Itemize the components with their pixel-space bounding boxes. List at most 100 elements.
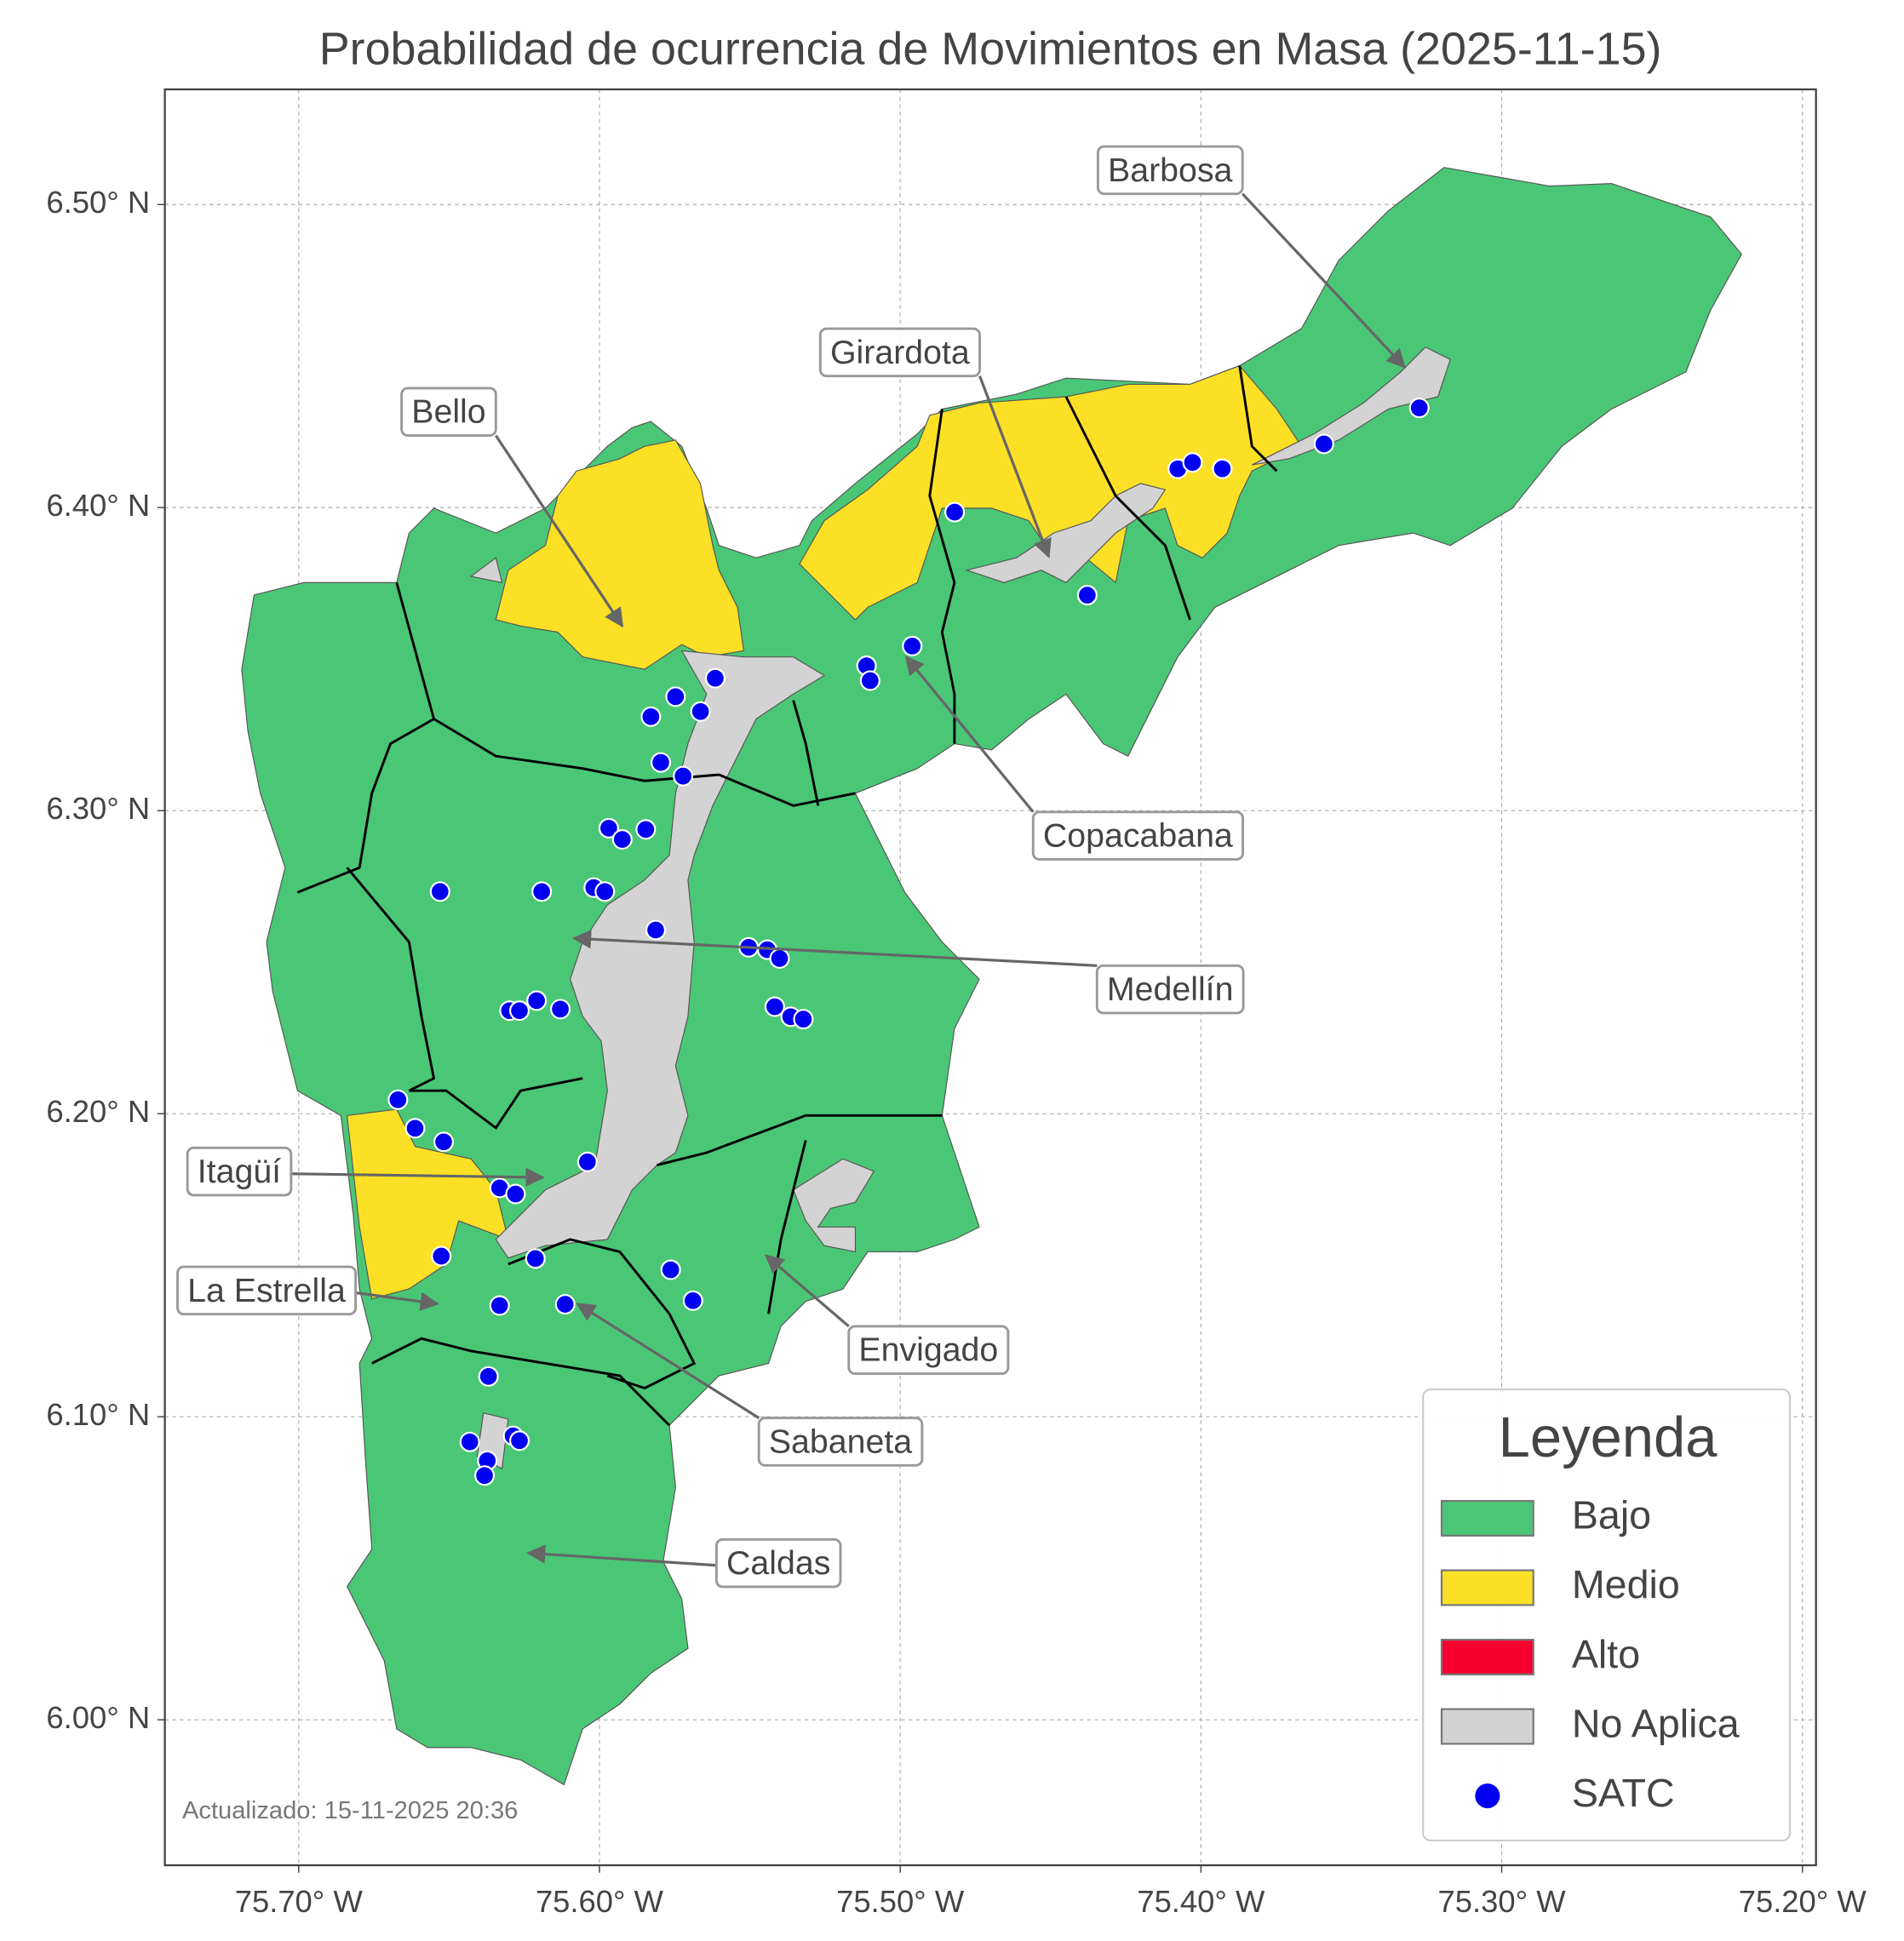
annotation: Envigado xyxy=(764,1254,1010,1376)
legend-label: Alto xyxy=(1572,1632,1640,1676)
legend-label: SATC xyxy=(1572,1771,1675,1815)
satc-station xyxy=(1212,458,1233,479)
annotation: La Estrella xyxy=(176,1265,440,1316)
annotation-label: Girardota xyxy=(830,334,970,371)
satc-station xyxy=(682,1290,703,1311)
annotation-arrow xyxy=(576,1303,760,1419)
legend-swatch xyxy=(1440,1708,1534,1745)
annotation-arrow xyxy=(290,1167,545,1188)
annotation-box xyxy=(714,1537,842,1589)
annotation-arrow xyxy=(525,1544,717,1567)
annotation-label: Sabaneta xyxy=(769,1423,912,1460)
satc-station xyxy=(660,1259,681,1280)
satc-station xyxy=(431,1245,452,1267)
boundary xyxy=(1238,365,1278,472)
region xyxy=(495,439,745,670)
annotation-box xyxy=(757,1417,924,1467)
annotation-label: Medellín xyxy=(1107,970,1234,1008)
x-tick-label: 75.30° W xyxy=(1438,1884,1567,1919)
satc-station xyxy=(594,881,616,902)
x-tick-label: 75.20° W xyxy=(1739,1884,1867,1919)
map-title: Probabilidad de ocurrencia de Movimiento… xyxy=(319,24,1662,75)
legend-title: Leyenda xyxy=(1499,1406,1718,1469)
satc-station xyxy=(769,948,790,969)
satc-station xyxy=(509,1000,530,1022)
satc-station xyxy=(525,1248,546,1269)
satc-station xyxy=(611,829,633,850)
satc-station xyxy=(531,881,553,902)
annotation-box xyxy=(1095,964,1245,1015)
satc-station xyxy=(1076,585,1098,606)
annotation: Girardota xyxy=(818,327,1052,558)
annotation-label: Barbosa xyxy=(1108,152,1233,189)
satc-station xyxy=(645,919,667,941)
satc-station xyxy=(665,686,686,707)
satc-station xyxy=(576,1151,598,1172)
y-tick-label: 6.40° N xyxy=(46,488,150,523)
satc-station xyxy=(793,1009,814,1030)
satc-station xyxy=(505,1183,526,1205)
annotation-box xyxy=(1096,145,1244,196)
satc-station xyxy=(474,1465,496,1486)
legend-swatch xyxy=(1440,1569,1534,1606)
y-tick-label: 6.00° N xyxy=(46,1700,150,1735)
satc-station xyxy=(509,1430,530,1451)
x-tick-label: 75.70° W xyxy=(235,1884,364,1919)
satc-station xyxy=(635,819,657,840)
boundary xyxy=(657,1114,943,1166)
annotation: Medellín xyxy=(571,930,1245,1015)
annotation-box xyxy=(186,1146,293,1197)
annotation-arrow xyxy=(494,434,624,628)
region xyxy=(346,1108,509,1300)
satc-station xyxy=(1408,398,1430,419)
legend-swatch xyxy=(1440,1639,1534,1675)
boundary xyxy=(928,409,956,744)
y-tick-label: 6.20° N xyxy=(46,1094,150,1129)
x-tick-label: 75.50° W xyxy=(836,1884,965,1919)
boundary xyxy=(792,700,820,806)
x-tick-label: 75.40° W xyxy=(1137,1884,1265,1919)
boundary xyxy=(346,867,436,1092)
annotation-label: Itagüí xyxy=(198,1153,281,1190)
annotation-arrow xyxy=(571,930,1098,967)
annotation-arrow xyxy=(978,375,1052,558)
satc-station xyxy=(478,1366,499,1387)
satc-station xyxy=(651,752,672,773)
annotation-label: Copacabana xyxy=(1043,817,1233,855)
satc-station xyxy=(429,881,450,902)
annotation-label: Bello xyxy=(411,393,485,431)
satc-station xyxy=(704,667,725,689)
annotation-box xyxy=(400,386,497,438)
annotation: Copacabana xyxy=(904,655,1245,861)
annotation-box xyxy=(818,327,982,378)
satc-station xyxy=(640,706,662,727)
annotation: Sabaneta xyxy=(576,1303,924,1467)
annotation: Caldas xyxy=(525,1537,842,1589)
annotation: Barbosa xyxy=(1096,145,1406,369)
annotation-arrow xyxy=(1242,192,1406,369)
region xyxy=(965,483,1167,584)
satc-station xyxy=(902,635,923,656)
boundary xyxy=(371,1337,671,1427)
legend-marker xyxy=(1475,1783,1500,1809)
satc-station xyxy=(1313,433,1334,455)
y-tick-label: 6.30° N xyxy=(46,791,150,826)
region xyxy=(495,650,826,1259)
y-tick-label: 6.50° N xyxy=(46,185,150,220)
satc-station xyxy=(459,1431,480,1452)
boundary xyxy=(296,718,435,894)
annotation-label: Envigado xyxy=(858,1331,998,1369)
satc-station xyxy=(690,701,711,722)
satc-station xyxy=(1182,452,1203,473)
satc-station xyxy=(944,501,966,523)
region xyxy=(792,1158,875,1253)
satc-station xyxy=(404,1118,426,1139)
satc-station xyxy=(673,765,694,787)
plot-frame xyxy=(163,88,1817,1867)
satc-station xyxy=(598,817,619,839)
satc-station xyxy=(550,999,571,1020)
region xyxy=(799,364,1303,621)
boundary xyxy=(767,1140,807,1314)
